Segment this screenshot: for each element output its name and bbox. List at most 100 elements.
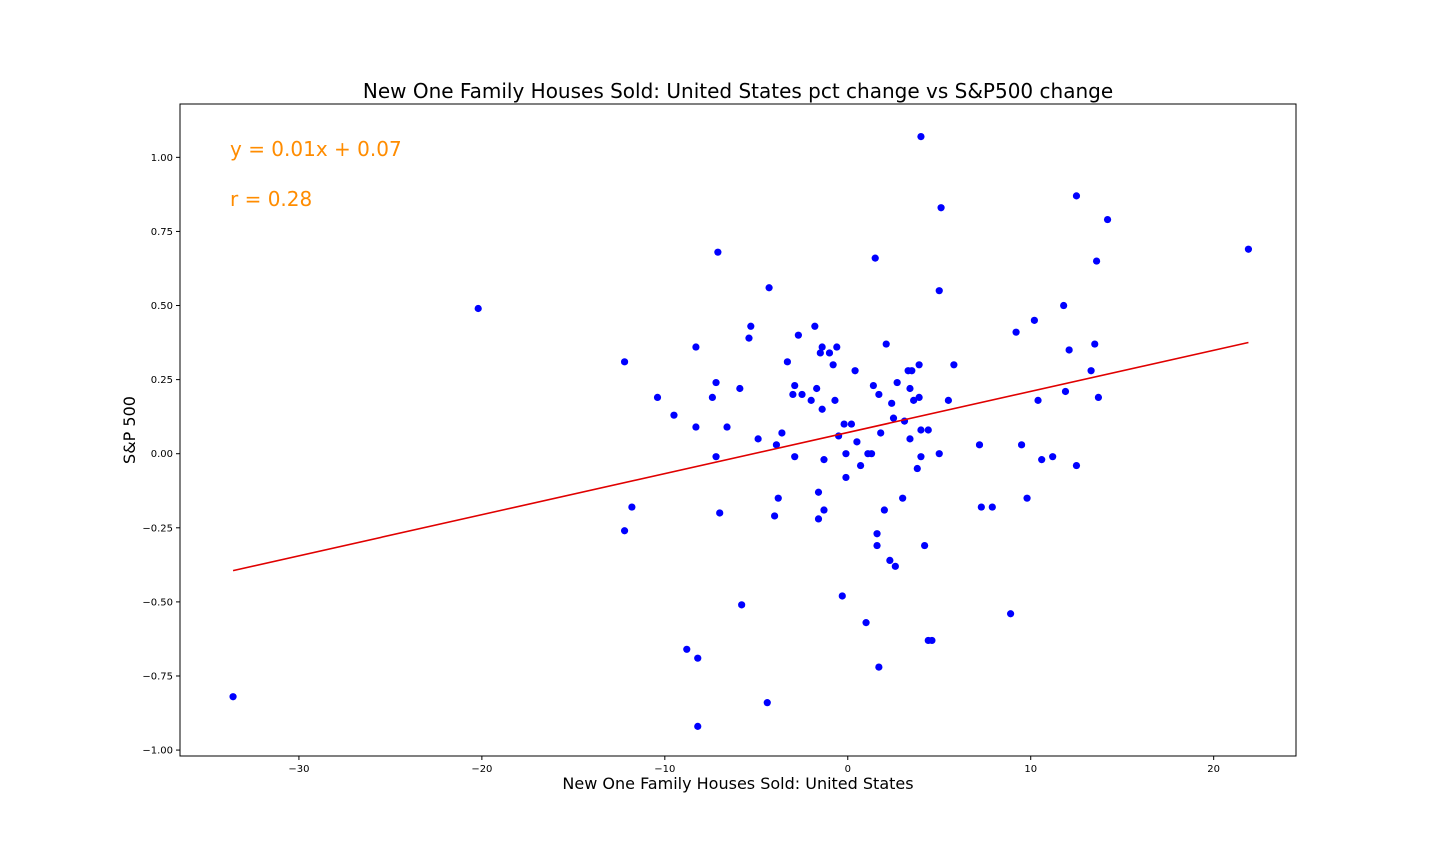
scatter-point xyxy=(831,396,839,404)
scatter-point xyxy=(913,464,921,473)
y-tick-label: −0.25 xyxy=(142,523,173,534)
scatter-point xyxy=(853,438,861,446)
scatter-point xyxy=(789,390,797,399)
scatter-point xyxy=(814,488,823,496)
scatter-point xyxy=(917,133,925,141)
scatter-point xyxy=(975,441,984,449)
scatter-point xyxy=(862,619,870,627)
scatter-point xyxy=(814,515,823,523)
scatter-point xyxy=(765,284,773,292)
scatter-point xyxy=(683,645,691,653)
x-tick-label: 10 xyxy=(1024,764,1037,775)
scatter-point xyxy=(875,390,883,399)
scatter-point xyxy=(798,390,806,399)
scatter-point xyxy=(937,204,945,212)
scatter-point xyxy=(917,426,925,434)
x-axis: −30 −20 −10 0 10 20 xyxy=(288,756,1220,775)
scatter-point xyxy=(620,358,629,366)
scatter-point xyxy=(1103,215,1112,224)
scatter-point xyxy=(899,494,907,502)
scatter-point xyxy=(620,527,629,535)
scatter-point xyxy=(842,450,850,458)
scatter-point xyxy=(873,541,881,550)
scatter-point xyxy=(877,429,885,437)
scatter-point xyxy=(723,423,731,431)
scatter-point xyxy=(893,378,901,387)
scatter-point xyxy=(474,304,482,313)
scatter-point xyxy=(736,384,744,393)
correlation-annotation: r = 0.28 xyxy=(230,187,312,211)
scatter-point xyxy=(838,592,846,600)
scatter-point xyxy=(908,367,916,375)
scatter-point xyxy=(754,435,762,443)
y-tick-label: 0.25 xyxy=(151,375,173,386)
scatter-point xyxy=(791,381,799,390)
scatter-point xyxy=(977,503,985,511)
scatter-point xyxy=(915,393,923,401)
scatter-point xyxy=(670,411,678,419)
scatter-point xyxy=(772,441,781,449)
scatter-point xyxy=(1030,316,1038,324)
y-axis: −1.00 −0.75 −0.50 −0.25 0.00 0.25 0.50 0.75 1.00 xyxy=(142,153,180,757)
regression-line-group xyxy=(232,341,1249,572)
x-axis-label: New One Family Houses Sold: United State… xyxy=(562,774,913,793)
scatter-point xyxy=(842,473,850,482)
y-tick-label: 0.50 xyxy=(151,301,173,312)
scatter-point xyxy=(818,405,826,413)
x-tick-label: 0 xyxy=(845,764,851,775)
scatter-point xyxy=(935,287,943,295)
scatter-point xyxy=(1034,396,1042,404)
scatter-point xyxy=(1065,346,1073,354)
scatter-point xyxy=(1244,245,1253,253)
x-tick-label: −10 xyxy=(654,764,675,775)
scatter-point xyxy=(1087,367,1095,375)
scatter-point xyxy=(851,367,859,375)
y-tick-label: 0.00 xyxy=(151,449,173,460)
scatter-point xyxy=(888,399,896,407)
scatter-point xyxy=(820,506,828,514)
scatter-point xyxy=(694,654,702,662)
scatter-point xyxy=(1072,461,1081,470)
scatter-point xyxy=(889,414,898,422)
scatter-point xyxy=(1012,328,1020,336)
x-tick-label: −30 xyxy=(288,764,309,775)
scatter-point xyxy=(807,396,815,404)
scatter-point xyxy=(811,322,819,330)
scatter-point xyxy=(1017,441,1026,449)
scatter-point xyxy=(712,453,720,461)
scatter-point xyxy=(1038,456,1046,464)
scatter-point xyxy=(950,361,958,369)
scatter-point xyxy=(882,340,890,348)
y-tick-label: −1.00 xyxy=(142,746,173,757)
scatter-point xyxy=(763,699,771,707)
scatter-point xyxy=(1072,192,1081,200)
regression-equation-annotation: y = 0.01x + 0.07 xyxy=(230,137,402,161)
scatter-point xyxy=(747,322,755,330)
scatter-point xyxy=(1094,393,1103,401)
scatter-point xyxy=(917,453,925,461)
x-tick-label: 20 xyxy=(1207,764,1220,775)
scatter-point xyxy=(708,393,716,401)
scatter-point xyxy=(745,334,753,342)
scatter-point xyxy=(229,693,237,701)
scatter-point xyxy=(1092,257,1101,265)
scatter-point xyxy=(783,358,791,366)
scatter-point xyxy=(873,530,881,538)
y-tick-label: 0.75 xyxy=(151,227,173,238)
scatter-point xyxy=(820,456,828,464)
scatter-point xyxy=(988,503,996,511)
scatter-point xyxy=(716,509,724,517)
scatter-point xyxy=(906,384,914,393)
scatter-point xyxy=(1060,301,1068,310)
scatter-point xyxy=(818,343,826,351)
chart-title: New One Family Houses Sold: United State… xyxy=(363,79,1113,103)
scatter-point xyxy=(886,556,894,565)
scatter-point xyxy=(921,541,929,550)
scatter-point xyxy=(880,506,888,514)
scatter-point xyxy=(714,248,722,256)
scatter-point xyxy=(840,420,848,428)
scatter-point xyxy=(847,420,856,428)
scatter-point xyxy=(829,361,837,369)
scatter-point xyxy=(738,601,746,609)
